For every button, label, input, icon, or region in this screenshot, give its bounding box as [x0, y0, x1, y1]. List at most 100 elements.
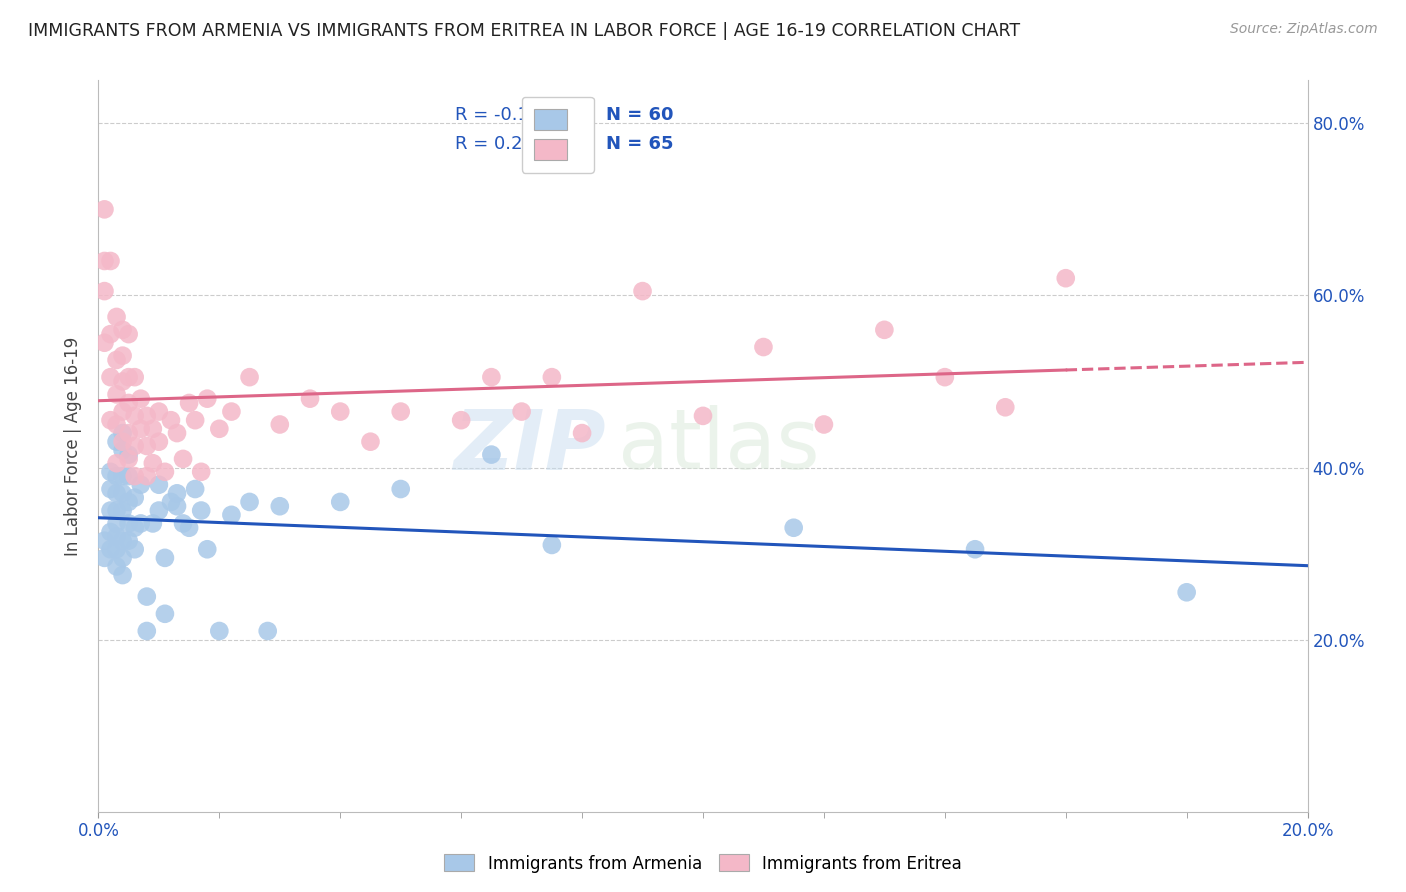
Point [118, 495, 141, 509]
Point [160, 495, 183, 509]
Point [100, 482, 122, 496]
Point [111, 426, 134, 441]
Point [148, 404, 170, 418]
Point [100, 327, 122, 342]
Point [813, 417, 835, 432]
Point [105, 417, 128, 432]
Point [239, 495, 262, 509]
Point [934, 370, 956, 384]
Point [481, 448, 503, 462]
Point [105, 353, 128, 368]
Text: R = -0.141: R = -0.141 [456, 106, 553, 124]
Point [93, 533, 115, 548]
Point [142, 422, 165, 436]
Point [118, 451, 141, 466]
Point [118, 426, 141, 441]
Point [179, 396, 201, 410]
Point [184, 482, 207, 496]
Point [135, 439, 157, 453]
Point [329, 404, 352, 418]
Point [184, 413, 207, 427]
Point [148, 434, 170, 449]
Point [221, 404, 243, 418]
Text: IMMIGRANTS FROM ARMENIA VS IMMIGRANTS FROM ERITREA IN LABOR FORCE | AGE 16-19 CO: IMMIGRANTS FROM ARMENIA VS IMMIGRANTS FR… [28, 22, 1021, 40]
Point [142, 516, 165, 531]
Point [118, 533, 141, 548]
Point [965, 542, 987, 557]
Point [111, 469, 134, 483]
Point [111, 323, 134, 337]
Y-axis label: In Labor Force | Age 16-19: In Labor Force | Age 16-19 [65, 336, 83, 556]
Point [269, 417, 291, 432]
Point [100, 370, 122, 384]
Point [111, 568, 134, 582]
Point [481, 370, 503, 384]
Point [540, 370, 562, 384]
Point [510, 404, 533, 418]
Legend: Immigrants from Armenia, Immigrants from Eritrea: Immigrants from Armenia, Immigrants from… [437, 847, 969, 880]
Point [100, 542, 122, 557]
Point [571, 426, 593, 441]
Point [195, 542, 218, 557]
Point [450, 413, 472, 427]
Point [124, 409, 146, 423]
Point [118, 516, 141, 531]
Point [166, 486, 188, 500]
Point [179, 521, 201, 535]
Point [118, 370, 141, 384]
Point [124, 439, 146, 453]
Point [105, 434, 128, 449]
Point [105, 387, 128, 401]
Point [166, 426, 188, 441]
Point [111, 486, 134, 500]
Point [129, 516, 152, 531]
Point [148, 503, 170, 517]
Point [1054, 271, 1077, 285]
Point [148, 477, 170, 491]
Point [873, 323, 896, 337]
Text: N = 60: N = 60 [606, 106, 673, 124]
Point [105, 529, 128, 543]
Point [208, 624, 231, 638]
Point [239, 370, 262, 384]
Point [389, 404, 412, 418]
Point [93, 254, 115, 268]
Point [124, 542, 146, 557]
Point [105, 503, 128, 517]
Point [105, 469, 128, 483]
Point [100, 465, 122, 479]
Point [299, 392, 322, 406]
Point [129, 422, 152, 436]
Point [135, 624, 157, 638]
Point [111, 503, 134, 517]
Point [153, 465, 176, 479]
Point [111, 434, 134, 449]
Point [105, 486, 128, 500]
Point [135, 409, 157, 423]
Point [190, 465, 212, 479]
Point [195, 392, 218, 406]
Point [100, 413, 122, 427]
Point [105, 559, 128, 574]
Point [111, 349, 134, 363]
Point [111, 443, 134, 458]
Text: atlas: atlas [619, 406, 820, 486]
Point [124, 491, 146, 505]
Point [129, 392, 152, 406]
Point [105, 516, 128, 531]
Point [160, 413, 183, 427]
Point [93, 335, 115, 350]
Point [118, 327, 141, 342]
Point [124, 469, 146, 483]
Text: Source: ZipAtlas.com: Source: ZipAtlas.com [1230, 22, 1378, 37]
Point [221, 508, 243, 522]
Point [135, 590, 157, 604]
Point [111, 404, 134, 418]
Point [142, 456, 165, 470]
Point [994, 401, 1017, 415]
Point [256, 624, 278, 638]
Point [118, 396, 141, 410]
Point [129, 477, 152, 491]
Point [540, 538, 562, 552]
Point [1175, 585, 1198, 599]
